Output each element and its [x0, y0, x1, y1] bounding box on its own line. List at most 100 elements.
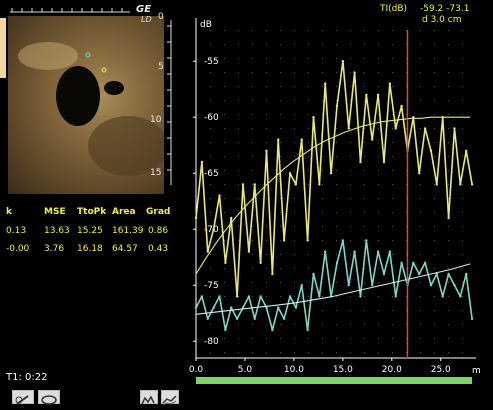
grid-dot [210, 282, 211, 283]
raw-curve-cyan-point [277, 306, 280, 309]
grid-dot [224, 114, 225, 115]
ultrasound-image[interactable] [8, 16, 164, 194]
grid-dot [252, 30, 253, 31]
x-tick-label: 15.0 [333, 365, 353, 375]
grid-dot [252, 128, 253, 129]
x-tick-label: 10.0 [284, 365, 304, 375]
grid-dot [350, 352, 351, 353]
raw-curve-cyan-point [253, 317, 256, 320]
grid-dot [224, 44, 225, 45]
grid-dot [266, 268, 267, 269]
ge-logo-sub: LD [141, 15, 152, 24]
raw-curve-yellow-point [359, 160, 362, 164]
raw-curve-cyan-point [453, 284, 456, 287]
grid-dot [350, 198, 351, 199]
raw-curve-cyan-point [282, 317, 286, 320]
grid-dot [294, 114, 295, 115]
raw-curve-yellow-point [382, 160, 386, 164]
grid-dot [266, 198, 267, 199]
grid-dot [392, 352, 393, 353]
grid-dot [224, 30, 225, 31]
draw-roi-button[interactable] [12, 390, 34, 405]
raw-curve-cyan-point [218, 295, 221, 298]
grid-dot [434, 352, 435, 353]
grid-dot [364, 212, 365, 213]
raw-curve-cyan-point [318, 295, 321, 298]
grid-dot [322, 296, 323, 297]
grid-dot [210, 44, 211, 45]
grid-dot [238, 156, 239, 157]
curve-compare-button[interactable] [161, 390, 179, 406]
grid-dot [252, 324, 253, 325]
raw-curve-yellow-point [206, 250, 209, 253]
grid-dot [406, 184, 407, 185]
grid-dot [294, 128, 295, 129]
x-tick-label: 25.0 [431, 365, 451, 375]
raw-curve-cyan-point [447, 272, 450, 276]
grid-dot [434, 44, 435, 45]
grid-dot [336, 296, 337, 297]
grid-dot [406, 352, 407, 353]
grid-dot [406, 58, 407, 59]
ellipse-roi-button[interactable] [38, 390, 60, 405]
roi-marker-yellow[interactable] [101, 67, 107, 73]
curve-select-button[interactable] [140, 390, 158, 405]
roi-marker-cyan[interactable] [85, 52, 91, 58]
grid-dot [224, 282, 225, 283]
y-tick-label: -80 [204, 337, 219, 347]
grid-dot [280, 338, 281, 339]
raw-curve-cyan-point [288, 295, 292, 298]
raw-curve-yellow [195, 60, 473, 298]
grid-dot [266, 100, 267, 101]
grid-dot [210, 198, 211, 199]
raw-curve-cyan-point [300, 284, 303, 287]
grid-dot [448, 324, 449, 325]
grid-dot [434, 268, 435, 269]
grid-dot [406, 44, 407, 45]
grid-dot [364, 296, 365, 297]
grid-dot [238, 226, 239, 227]
grid-dot [350, 170, 351, 171]
grid-dot [294, 310, 295, 311]
grid-dot [434, 310, 435, 311]
grid-dot [224, 296, 225, 297]
grid-dot [448, 156, 449, 157]
grid-dot [294, 212, 295, 213]
grid-dot [336, 128, 337, 129]
table-cell: 0.43 [148, 244, 169, 254]
grid-dot [462, 324, 463, 325]
time-bar[interactable] [196, 377, 472, 384]
grid-dot [210, 296, 211, 297]
grid-dot [448, 44, 449, 45]
grid-dot [378, 72, 379, 73]
ge-logo: GE [136, 4, 152, 15]
grid-dot [364, 310, 365, 311]
raw-curve-yellow-point [271, 272, 274, 276]
grid-dot [308, 352, 309, 353]
grid-dot [336, 240, 337, 241]
grid-dot [252, 226, 253, 227]
grid-dot [350, 296, 351, 297]
grid-dot [462, 254, 463, 255]
raw-curve-yellow-point [259, 261, 262, 264]
grid-dot [308, 128, 309, 129]
grid-dot [210, 100, 211, 101]
grid-dot [364, 72, 365, 73]
grid-dot [322, 324, 323, 325]
grid-dot [392, 156, 393, 157]
grid-dot [224, 352, 225, 353]
grid-dot [462, 296, 463, 297]
grid-dot [350, 324, 351, 325]
grid-dot [448, 254, 449, 255]
grid-dot [280, 240, 281, 241]
grid-dot [434, 240, 435, 241]
grid-dot [364, 142, 365, 143]
grid-dot [308, 114, 309, 115]
grid-dot [308, 338, 309, 339]
grid-dot [462, 44, 463, 45]
grid-dot [266, 170, 267, 171]
grid-dot [364, 338, 365, 339]
grid-dot [322, 156, 323, 157]
